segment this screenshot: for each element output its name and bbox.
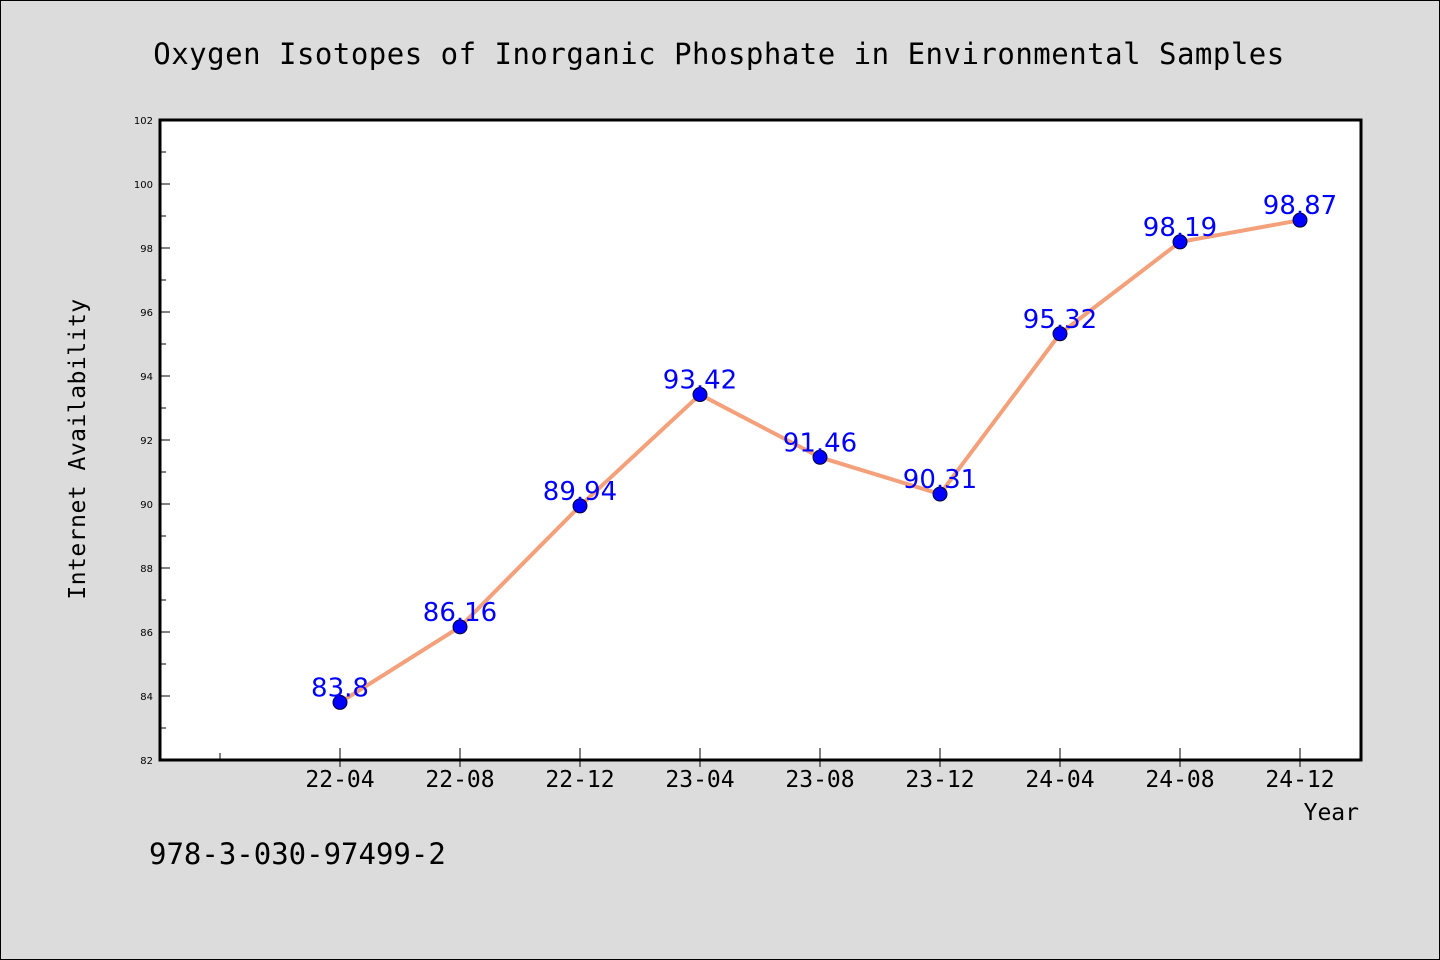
plot-area [158, 118, 1363, 762]
data-point-marker [692, 387, 708, 403]
x-axis-label: Year [1304, 800, 1359, 826]
y-axis-label: Internet Availability [65, 298, 91, 599]
x-tick-label: 23-04 [665, 767, 734, 793]
data-point-marker [1172, 234, 1188, 250]
x-tick-label: 24-04 [1025, 767, 1094, 793]
y-tick-label: 102 [134, 116, 153, 127]
y-tick-label: 90 [140, 500, 153, 511]
data-point-marker [932, 486, 948, 502]
y-tick-label: 92 [140, 436, 153, 447]
data-point-marker [812, 449, 828, 465]
y-tick-label: 94 [140, 372, 153, 383]
x-tick-label: 22-12 [545, 767, 614, 793]
y-tick-label: 82 [140, 756, 153, 767]
data-label: 91.46 [783, 428, 857, 458]
data-label: 93.42 [663, 366, 737, 396]
series-group: 83.8 86.16 89.94 93.42 91.46 90.31 95.32 98.19 9… [311, 191, 1337, 710]
x-tick-label: 22-04 [305, 767, 374, 793]
data-point-marker [572, 498, 588, 514]
footnote-text: 978-3-030-97499-2 [149, 837, 446, 871]
x-tick-label: 23-08 [785, 767, 854, 793]
data-label: 90.31 [903, 465, 977, 495]
x-tick-label: 22-08 [425, 767, 494, 793]
data-point-marker [1292, 212, 1308, 228]
y-tick-label: 98 [140, 244, 153, 255]
x-tick-label: 23-12 [905, 767, 974, 793]
x-tick-label: 24-08 [1145, 767, 1214, 793]
data-point-marker [1052, 326, 1068, 342]
chart-title: Oxygen Isotopes of Inorganic Phosphate i… [153, 37, 1284, 71]
data-label: 95.32 [1023, 305, 1097, 335]
y-tick-label: 88 [140, 564, 153, 575]
data-label: 89.94 [543, 477, 617, 507]
data-point-marker [452, 619, 468, 635]
y-tick-label: 86 [140, 628, 153, 639]
data-label: 86.16 [423, 598, 497, 628]
y-tick-label: 84 [140, 692, 153, 703]
y-tick-label: 100 [134, 180, 153, 191]
y-tick-label: 96 [140, 308, 153, 319]
y-axis-ticks: 82 84 86 88 90 92 94 96 98 100 102 [134, 116, 170, 767]
x-tick-label: 24-12 [1265, 767, 1334, 793]
data-label: 98.87 [1263, 191, 1337, 221]
x-axis-ticks: 22-04 22-08 22-12 23-04 23-08 23-12 24-04 24-08… [219, 748, 1335, 793]
data-label: 98.19 [1143, 213, 1217, 243]
data-label: 83.8 [311, 673, 369, 703]
data-point-marker [332, 694, 348, 710]
